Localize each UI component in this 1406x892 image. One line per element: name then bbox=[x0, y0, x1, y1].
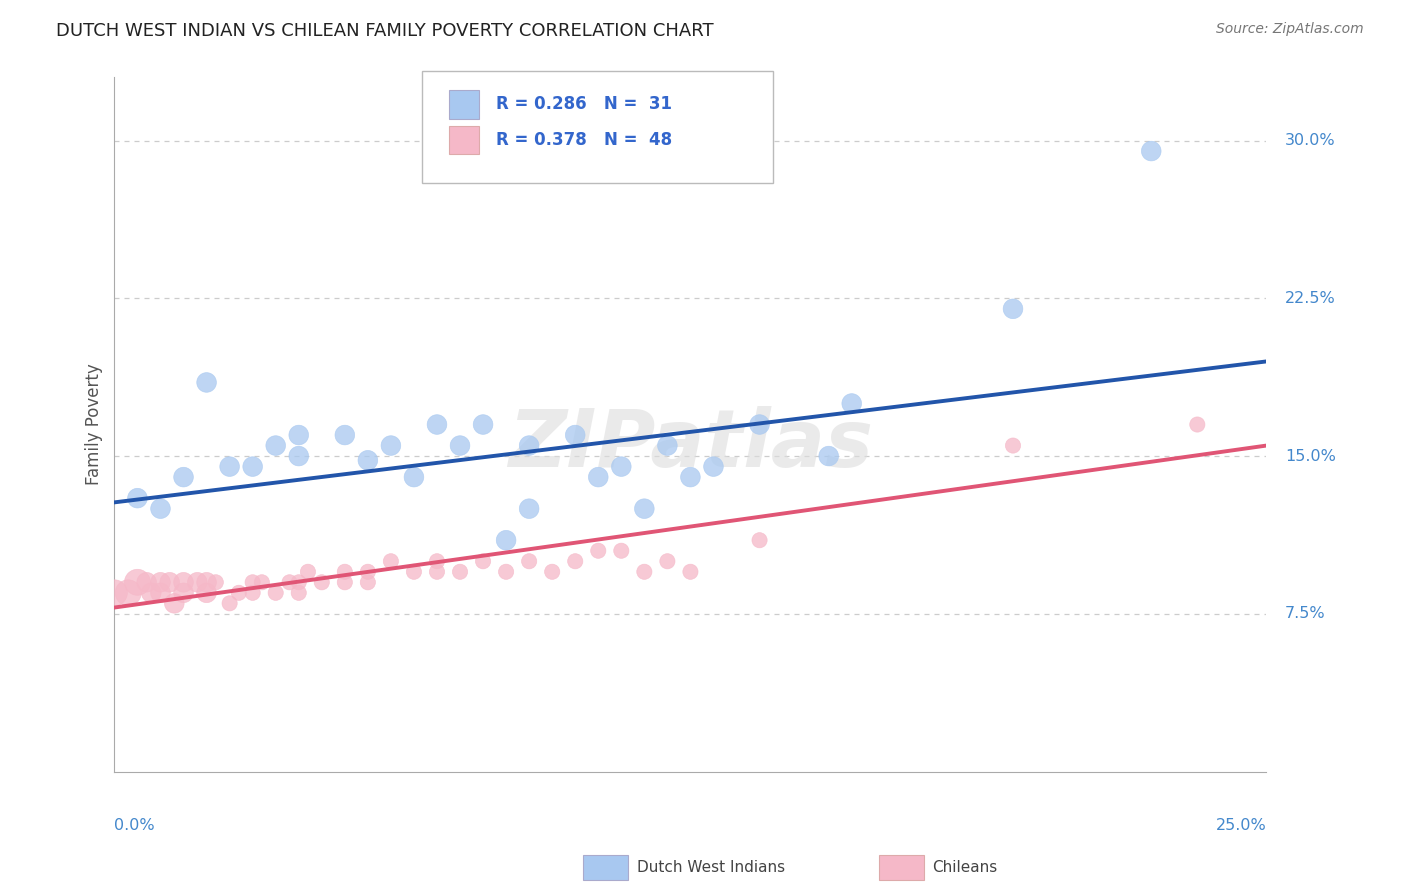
Point bbox=[264, 439, 287, 453]
Point bbox=[287, 449, 309, 463]
Point bbox=[287, 575, 309, 590]
Text: Dutch West Indians: Dutch West Indians bbox=[637, 860, 785, 874]
Point bbox=[380, 554, 402, 568]
Point bbox=[1140, 144, 1163, 158]
Text: ZIPatlas: ZIPatlas bbox=[508, 407, 873, 484]
Point bbox=[357, 565, 380, 579]
Point bbox=[495, 533, 517, 548]
Text: 30.0%: 30.0% bbox=[1285, 133, 1336, 148]
Point bbox=[149, 501, 172, 516]
Point bbox=[127, 491, 149, 505]
Point bbox=[278, 575, 301, 590]
Text: Source: ZipAtlas.com: Source: ZipAtlas.com bbox=[1216, 22, 1364, 37]
Point bbox=[841, 396, 863, 410]
Text: 7.5%: 7.5% bbox=[1285, 607, 1326, 622]
Point bbox=[186, 575, 208, 590]
Point bbox=[748, 417, 770, 432]
Point bbox=[517, 501, 540, 516]
Point bbox=[633, 565, 655, 579]
Point bbox=[287, 586, 309, 600]
Point bbox=[242, 575, 264, 590]
Point bbox=[242, 586, 264, 600]
Point bbox=[610, 543, 633, 558]
Text: 25.0%: 25.0% bbox=[1216, 818, 1267, 833]
Point bbox=[333, 575, 356, 590]
Point bbox=[135, 575, 157, 590]
Text: Chileans: Chileans bbox=[932, 860, 997, 874]
Point bbox=[242, 459, 264, 474]
Point bbox=[204, 575, 226, 590]
Point bbox=[1187, 417, 1209, 432]
Point bbox=[141, 586, 163, 600]
Point bbox=[250, 575, 273, 590]
Point bbox=[117, 586, 139, 600]
Point bbox=[564, 428, 586, 442]
Point bbox=[228, 586, 250, 600]
Point bbox=[426, 417, 449, 432]
Point bbox=[449, 439, 471, 453]
Point bbox=[218, 459, 240, 474]
Point bbox=[103, 586, 125, 600]
Point bbox=[195, 586, 218, 600]
Point bbox=[264, 586, 287, 600]
Point bbox=[541, 565, 564, 579]
Point bbox=[287, 428, 309, 442]
Text: 22.5%: 22.5% bbox=[1285, 291, 1336, 306]
Point bbox=[297, 565, 319, 579]
Point bbox=[149, 575, 172, 590]
Point bbox=[564, 554, 586, 568]
Point bbox=[311, 575, 333, 590]
Point bbox=[633, 501, 655, 516]
Point bbox=[610, 459, 633, 474]
Point bbox=[426, 565, 449, 579]
Y-axis label: Family Poverty: Family Poverty bbox=[86, 364, 103, 485]
Point bbox=[588, 543, 610, 558]
Point bbox=[357, 453, 380, 467]
Point bbox=[127, 575, 149, 590]
Point bbox=[679, 565, 702, 579]
Point bbox=[679, 470, 702, 484]
Text: 0.0%: 0.0% bbox=[114, 818, 155, 833]
Point bbox=[657, 554, 679, 568]
Point bbox=[588, 470, 610, 484]
Point bbox=[380, 439, 402, 453]
Point bbox=[159, 575, 181, 590]
Point bbox=[702, 459, 724, 474]
Point bbox=[402, 565, 425, 579]
Point bbox=[195, 376, 218, 390]
Point bbox=[402, 470, 425, 484]
Point bbox=[163, 596, 186, 610]
Point bbox=[495, 565, 517, 579]
Point bbox=[517, 554, 540, 568]
Point bbox=[517, 439, 540, 453]
Point bbox=[195, 575, 218, 590]
Point bbox=[333, 428, 356, 442]
Point bbox=[333, 565, 356, 579]
Text: R = 0.378   N =  48: R = 0.378 N = 48 bbox=[496, 131, 672, 149]
Point bbox=[173, 586, 195, 600]
Point bbox=[748, 533, 770, 548]
Text: R = 0.286   N =  31: R = 0.286 N = 31 bbox=[496, 95, 672, 113]
Point bbox=[173, 575, 195, 590]
Point bbox=[1001, 301, 1024, 316]
Point bbox=[357, 575, 380, 590]
Point bbox=[149, 586, 172, 600]
Point bbox=[817, 449, 839, 463]
Point bbox=[1001, 439, 1024, 453]
Point bbox=[173, 470, 195, 484]
Point bbox=[449, 565, 471, 579]
Point bbox=[472, 417, 495, 432]
Point bbox=[472, 554, 495, 568]
Text: DUTCH WEST INDIAN VS CHILEAN FAMILY POVERTY CORRELATION CHART: DUTCH WEST INDIAN VS CHILEAN FAMILY POVE… bbox=[56, 22, 714, 40]
Point bbox=[218, 596, 240, 610]
Point bbox=[426, 554, 449, 568]
Text: 15.0%: 15.0% bbox=[1285, 449, 1336, 464]
Point bbox=[657, 439, 679, 453]
